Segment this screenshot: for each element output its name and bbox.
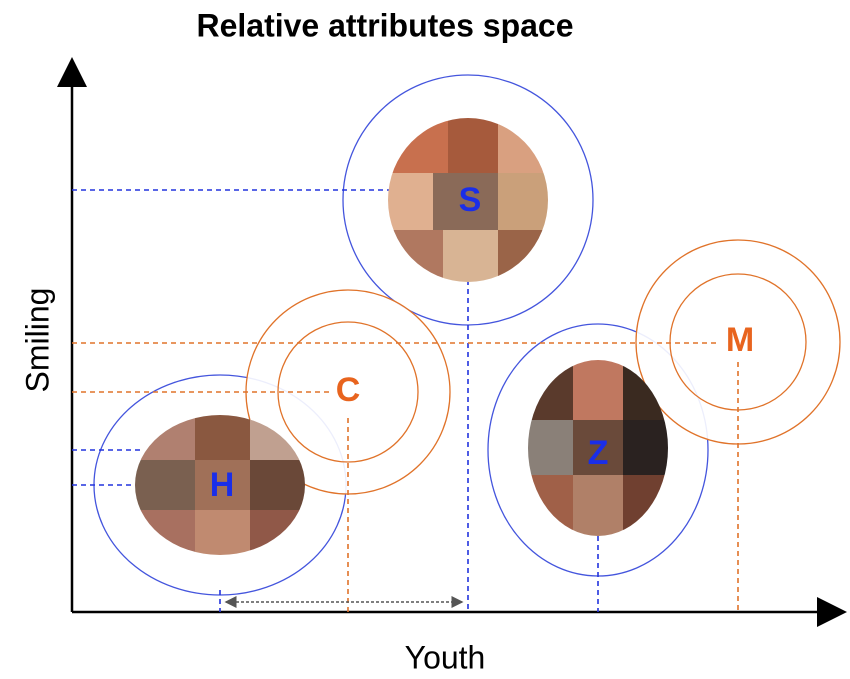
- y-axis-label: Smiling: [19, 288, 55, 393]
- node-label: S: [459, 181, 482, 219]
- node-label: M: [726, 321, 754, 359]
- node-label: H: [210, 466, 235, 504]
- node-label: Z: [588, 434, 609, 472]
- face-mosaic: [135, 415, 305, 555]
- node-label: C: [336, 371, 361, 409]
- x-axis-label: Youth: [405, 639, 486, 675]
- title: Relative attributes space: [196, 7, 573, 43]
- projection-lines: [72, 189, 739, 612]
